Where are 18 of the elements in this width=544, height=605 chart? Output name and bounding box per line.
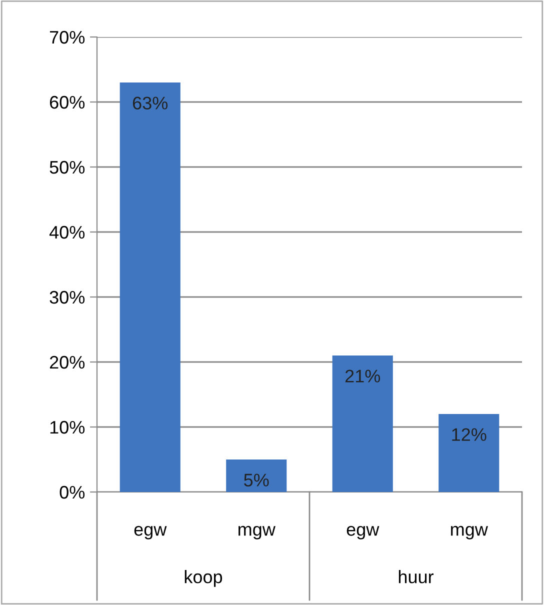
y-tick-label: 50%	[50, 160, 85, 174]
x-tick-label: egw	[134, 526, 167, 540]
text: koop	[184, 570, 222, 587]
data-label: 21%	[345, 370, 380, 382]
data-label: 12%	[452, 428, 486, 441]
y-tick-label: 0%	[60, 486, 85, 499]
y-tick-label: 10%	[50, 420, 85, 434]
x-tick-label: mgw	[238, 526, 276, 540]
x-tick-label: mgw	[451, 526, 488, 540]
y-tick-label: 60%	[50, 96, 85, 109]
y-tick-label: 30%	[50, 290, 85, 304]
y-tick-label: 40%	[49, 226, 85, 239]
y-tick-label: 70%	[50, 30, 85, 44]
y-tick-label: 20%	[50, 356, 85, 369]
text: huur	[398, 570, 434, 584]
x-tick-label: egw	[346, 526, 380, 540]
data-label: 63%	[132, 96, 168, 110]
data-label: 5%	[244, 474, 269, 486]
